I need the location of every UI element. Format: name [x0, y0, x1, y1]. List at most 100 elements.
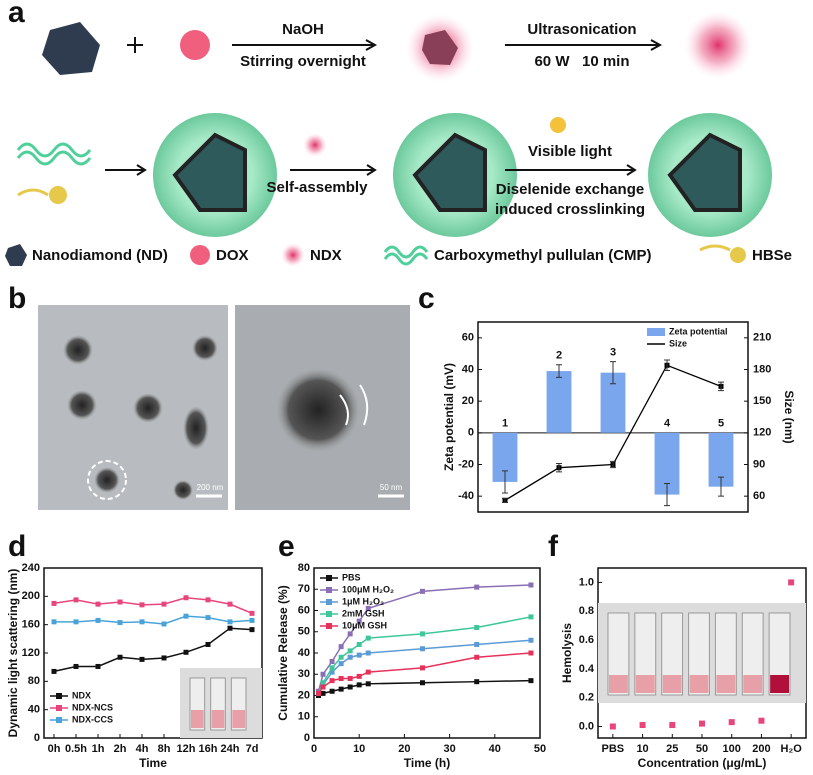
series-marker	[320, 680, 326, 686]
y-tick-label: 0	[304, 732, 310, 744]
series-line	[53, 627, 253, 673]
ndx-cluster	[684, 11, 752, 79]
x-tick-label: 12h	[177, 743, 196, 755]
category-label: 5	[718, 418, 724, 430]
y-axis-label: Zeta potential (mV)	[442, 363, 456, 471]
x-tick-label: 30	[443, 743, 455, 755]
series-marker	[117, 620, 123, 626]
particle	[276, 368, 360, 452]
vial	[768, 612, 791, 696]
legend-swatch	[647, 328, 665, 336]
series-marker	[227, 625, 233, 631]
y2-tick-label: 210	[753, 332, 771, 344]
panel-label: c	[418, 282, 435, 315]
error-bar	[664, 359, 670, 372]
series-marker	[419, 646, 425, 652]
dox-icon	[180, 30, 210, 60]
series-marker	[419, 680, 425, 686]
y-tick-label: 40	[462, 363, 474, 375]
y-tick-label: 120	[22, 647, 40, 659]
legend-icon	[383, 245, 429, 266]
arrow	[505, 164, 637, 176]
x-tick-label: 16h	[199, 743, 218, 755]
highlight-circle	[87, 460, 127, 500]
series-marker	[205, 642, 211, 647]
series-line	[317, 652, 532, 694]
x-tick-label: 200	[752, 743, 770, 755]
y-tick-label: 200	[22, 590, 40, 602]
series-marker	[316, 690, 322, 696]
series-marker	[365, 669, 371, 675]
series-marker	[338, 686, 344, 692]
legend-marker	[56, 693, 62, 699]
legend-label: 10μM GSH	[342, 620, 387, 630]
series-marker	[474, 625, 480, 630]
legend-icon	[281, 243, 305, 267]
legend-entry: Carboxymethyl pullulan (CMP)	[434, 247, 652, 264]
particle	[183, 406, 209, 450]
point	[699, 720, 705, 727]
arrow	[105, 164, 147, 176]
legend-marker	[326, 599, 332, 605]
series-line	[317, 639, 532, 694]
sun-icon	[550, 117, 566, 133]
series-marker	[249, 627, 255, 633]
series-marker	[347, 676, 353, 681]
error-bar	[610, 460, 616, 469]
sphere-core	[172, 132, 247, 212]
x-tick-label: PBS	[602, 743, 625, 755]
y-tick-label: 0.8	[579, 605, 594, 617]
series-line	[317, 616, 532, 694]
legend-marker	[326, 587, 332, 593]
legend-entry: Nanodiamond (ND)	[32, 247, 168, 264]
error-bar	[502, 470, 508, 494]
series-marker	[347, 684, 353, 690]
step-condition: Stirring overnight	[240, 53, 366, 70]
panel-label: e	[278, 530, 295, 563]
y-tick-label: 20	[298, 689, 310, 701]
nanodiamond-icon	[42, 22, 100, 75]
y-tick-label: 80	[298, 562, 310, 574]
series-marker	[320, 684, 326, 690]
series-marker	[528, 678, 534, 684]
y-tick-label: 70	[298, 583, 310, 595]
legend-label: 100μM H₂O₂	[342, 584, 394, 594]
x-tick-label: 4h	[136, 743, 149, 755]
point	[728, 719, 735, 726]
series-marker	[347, 631, 353, 637]
y-axis-label: Cumulative Release (%)	[276, 585, 290, 720]
y-tick-label: 0.6	[579, 634, 594, 646]
x-axis-label: Time (h)	[404, 756, 450, 770]
series-marker	[249, 610, 255, 616]
legend-label: NDX	[72, 690, 91, 700]
point	[788, 579, 795, 586]
series-marker	[51, 619, 57, 625]
series-marker	[528, 637, 534, 643]
step-reagent: Self-assembly	[267, 179, 369, 196]
shell-mark	[339, 384, 369, 426]
series-marker	[139, 602, 145, 608]
cmp-icon	[16, 142, 92, 166]
series-marker	[183, 649, 189, 655]
legend-label: NDX-CCS	[72, 714, 113, 724]
series-marker	[419, 588, 425, 594]
y-tick-label: -20	[458, 458, 474, 470]
series-marker	[320, 690, 326, 696]
x-tick-label: 0	[311, 743, 317, 755]
legend-marker	[56, 705, 62, 711]
series-marker	[365, 605, 371, 611]
point	[609, 723, 616, 730]
x-tick-label: H₂O	[780, 743, 802, 755]
legend-entry: DOX	[216, 247, 249, 264]
x-tick-label: 0h	[48, 743, 61, 755]
point	[758, 717, 765, 724]
x-tick-label: 0.5h	[65, 743, 87, 755]
vial	[741, 612, 764, 696]
category-label: 2	[556, 350, 562, 362]
y-axis-label: Dynamic light scattering (nm)	[6, 569, 20, 738]
series-marker	[356, 618, 362, 624]
series-marker	[338, 676, 344, 681]
panel-label: a	[8, 0, 25, 29]
series-marker	[183, 595, 189, 601]
